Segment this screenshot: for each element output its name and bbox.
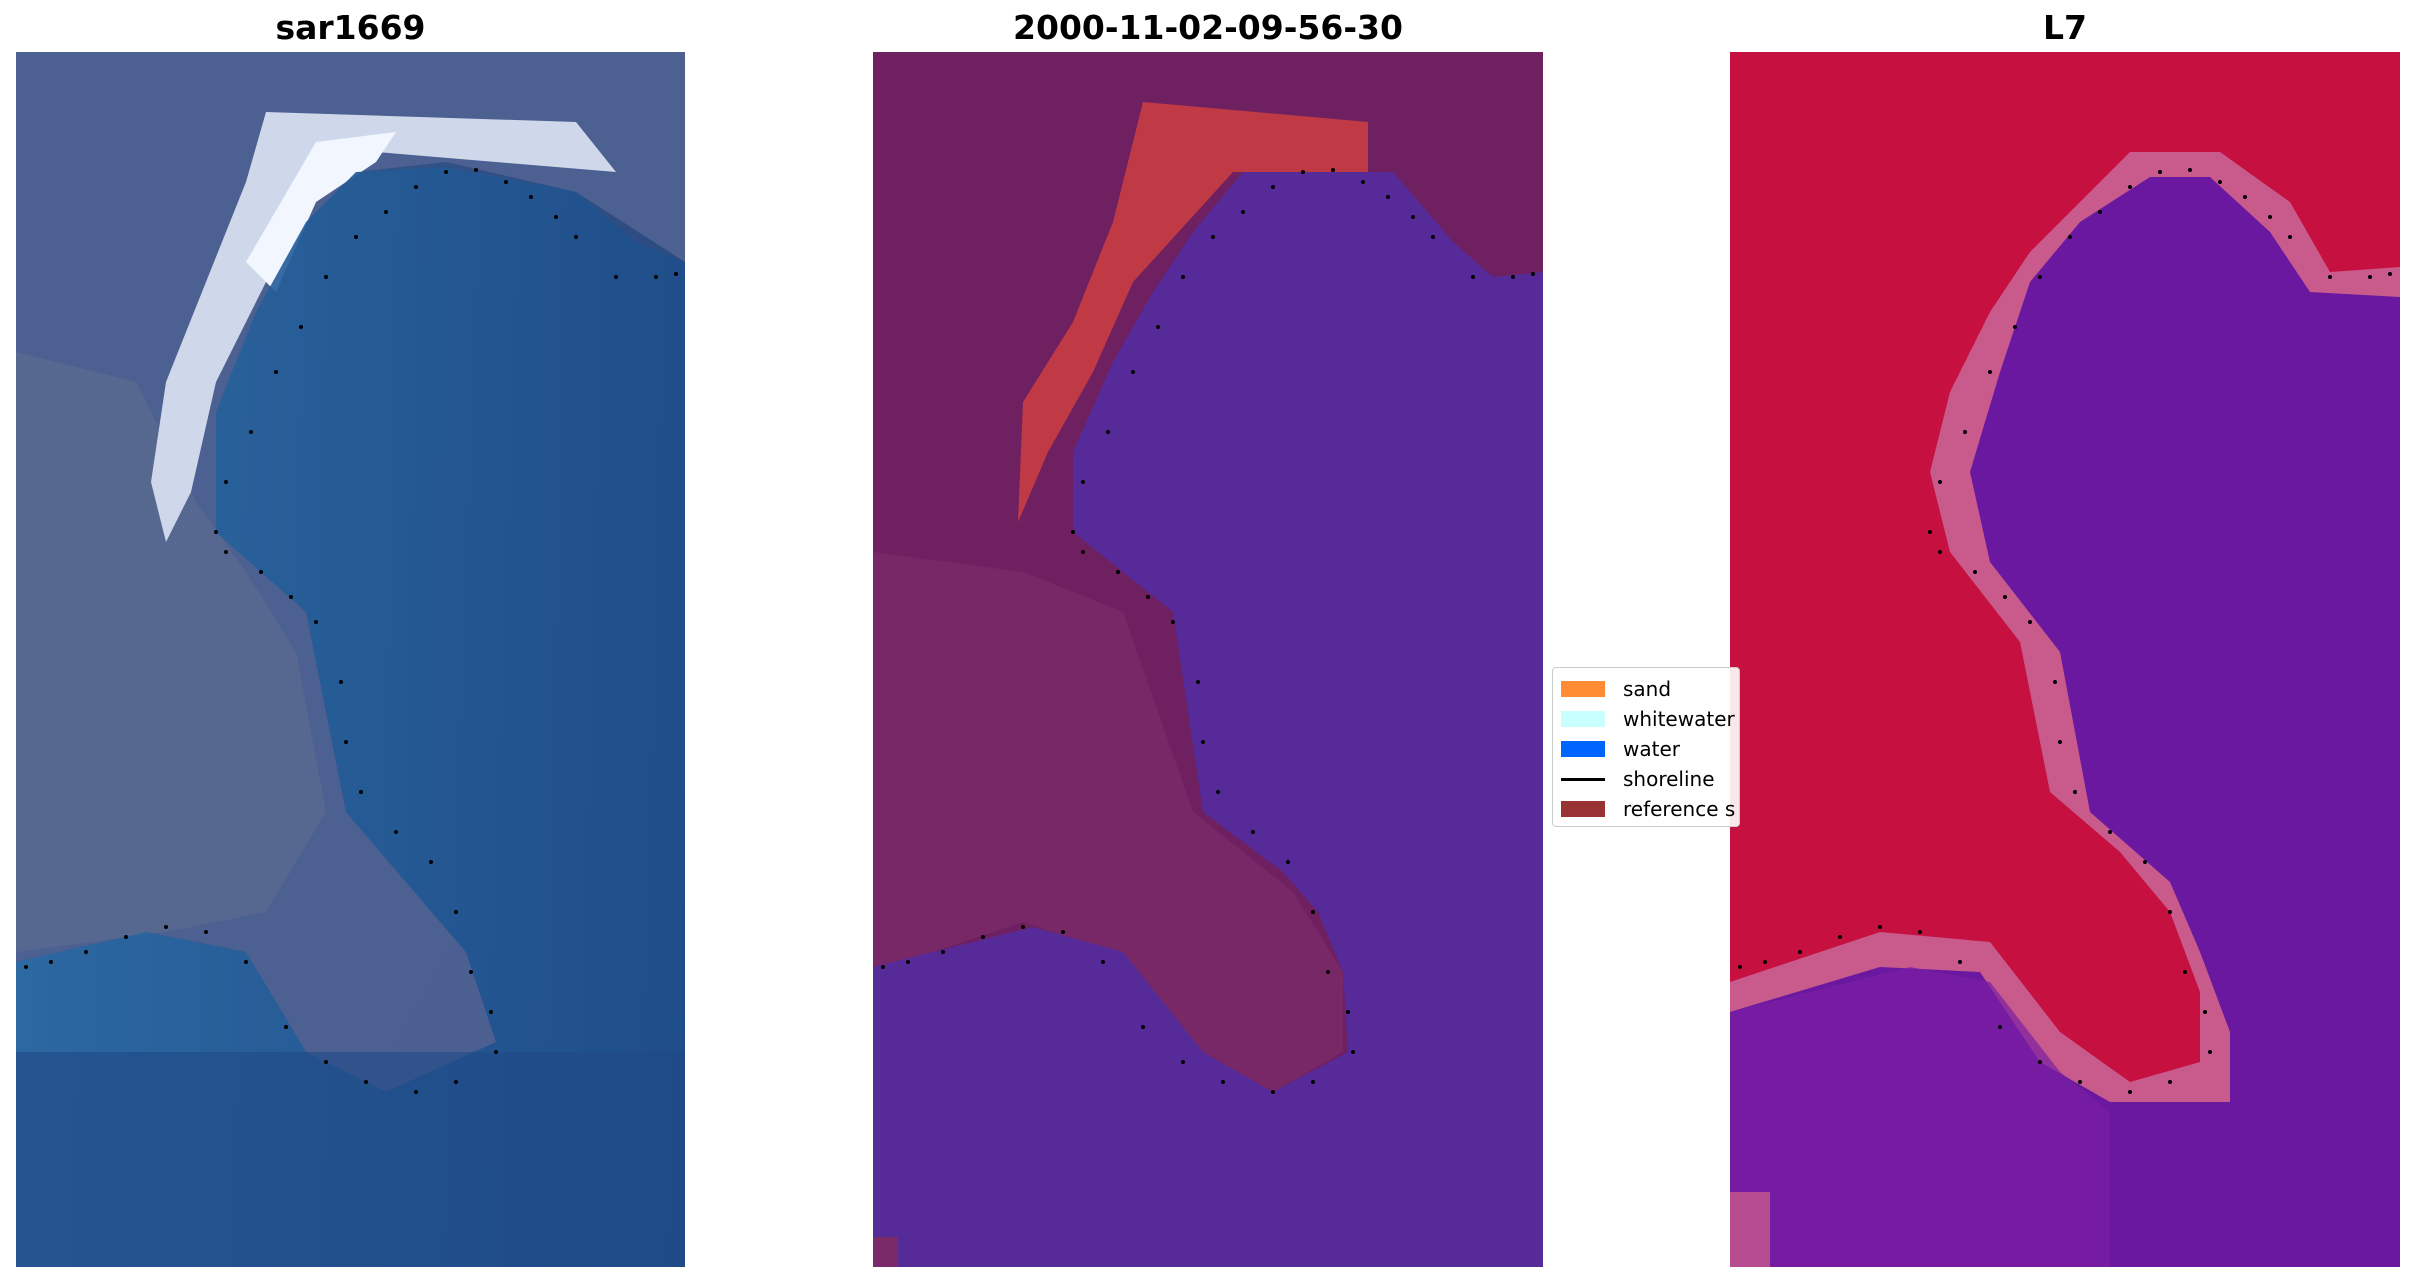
sand-swatch-icon xyxy=(1561,681,1605,697)
classified-image xyxy=(873,52,1543,1267)
shoreline-line-icon xyxy=(1561,777,1605,781)
shoreline-dots xyxy=(1738,168,2392,1094)
rgb-image-panel[interactable] xyxy=(16,52,685,1267)
legend-label: sand xyxy=(1623,677,1672,701)
rgb-image xyxy=(16,52,685,1267)
reference-swatch-icon xyxy=(1561,801,1605,817)
legend-label: water xyxy=(1623,737,1680,761)
panel-title-classified: 2000-11-02-09-56-30 xyxy=(1013,8,1403,47)
legend-item-water: water xyxy=(1561,736,1680,762)
legend-label: reference s xyxy=(1623,797,1736,821)
shoreline-dots xyxy=(24,168,678,1094)
whitewater-swatch-icon xyxy=(1561,711,1605,727)
shoreline-dots xyxy=(881,168,1535,1094)
legend-label: shoreline xyxy=(1623,767,1715,791)
mndwi-image xyxy=(1730,52,2400,1267)
legend-label: whitewater xyxy=(1623,707,1735,731)
legend-item-reference-shoreline: reference s xyxy=(1561,796,1735,822)
legend-item-shoreline: shoreline xyxy=(1561,766,1715,792)
panel-title-rgb: sar1669 xyxy=(275,8,426,47)
water-swatch-icon xyxy=(1561,741,1605,757)
panel-title-mndwi: L7 xyxy=(2043,8,2087,47)
legend-item-sand: sand xyxy=(1561,676,1671,702)
classified-image-panel[interactable] xyxy=(873,52,1543,1267)
legend: sand whitewater water shoreline referenc… xyxy=(1552,667,1740,827)
mndwi-image-panel[interactable] xyxy=(1730,52,2400,1267)
legend-item-whitewater: whitewater xyxy=(1561,706,1735,732)
